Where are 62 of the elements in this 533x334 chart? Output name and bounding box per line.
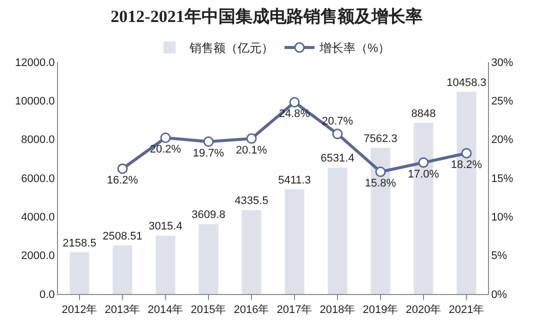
data-label: 18.2% — [450, 159, 482, 172]
point — [160, 132, 171, 144]
data-label: 3015.4 — [148, 220, 182, 233]
y-tick-label: 8000.0 — [21, 134, 55, 146]
data-label: 20.2% — [150, 144, 182, 156]
bar — [328, 167, 348, 294]
y-tick-label: 6000.0 — [21, 172, 55, 185]
y-tick-label: 4000.0 — [21, 212, 55, 224]
data-label: 20.7% — [322, 116, 354, 128]
data-label: 6531.4 — [320, 152, 354, 165]
data-label: 7562.3 — [364, 132, 398, 145]
point — [117, 163, 128, 174]
point — [289, 96, 300, 108]
point — [461, 148, 472, 158]
y2-tick-label: 0% — [491, 288, 508, 301]
x-tick-label: 2015年 — [190, 304, 226, 316]
bar — [284, 189, 304, 294]
data-label: 5411.3 — [278, 174, 311, 186]
bar — [112, 245, 132, 294]
legend-label: 销售额（亿元） — [188, 41, 274, 56]
y-tick-label: 2000.0 — [21, 250, 55, 262]
data-label: 3609.8 — [192, 209, 226, 222]
data-label: 19.7% — [192, 148, 224, 160]
data-label: 4335.5 — [234, 195, 268, 208]
data-label: 15.8% — [364, 178, 396, 190]
x-tick-label: 2017年 — [276, 304, 312, 316]
data-label: 8848 — [411, 108, 436, 120]
x-tick-label: 2013年 — [104, 304, 140, 316]
x-tick-label: 2016年 — [234, 304, 270, 316]
y2-tick-label: 5% — [491, 250, 508, 262]
y-tick-label: 0.0 — [40, 288, 55, 301]
x-tick-label: 2019年 — [362, 304, 398, 316]
bar — [242, 210, 262, 294]
data-label: 2158.5 — [62, 237, 96, 250]
point — [203, 136, 214, 147]
data-label: 17.0% — [408, 168, 440, 180]
y2-tick-label: 30% — [491, 56, 514, 69]
data-label: 20.1% — [236, 144, 268, 156]
x-tick-label: 2012年 — [62, 304, 98, 316]
y2-tick-label: 10% — [491, 212, 514, 224]
chart-title: 2012-2021年中国集成电路销售额及增长率 — [110, 6, 422, 26]
y2-tick-label: 20% — [491, 134, 514, 146]
legend-label: 增长率（%） — [318, 41, 390, 56]
x-tick-label: 2020年 — [406, 304, 442, 316]
data-label: 2508.51 — [102, 230, 142, 242]
bar — [198, 224, 218, 294]
bar — [156, 235, 176, 294]
y2-tick-label: 15% — [491, 172, 514, 185]
x-tick-label: 2014年 — [148, 304, 184, 316]
point — [246, 133, 257, 144]
point — [332, 128, 343, 140]
data-label: 16.2% — [106, 174, 138, 187]
x-tick-label: 2021年 — [448, 304, 484, 316]
data-label: 10458.3 — [446, 76, 486, 89]
data-label: 24.8% — [278, 108, 310, 120]
y-tick-label: 10000.0 — [15, 96, 55, 108]
y-tick-label: 12000.0 — [15, 56, 55, 69]
bar — [70, 252, 90, 294]
x-tick-label: 2018年 — [320, 304, 356, 316]
point — [375, 166, 386, 178]
point — [418, 157, 429, 168]
y2-tick-label: 25% — [491, 96, 514, 108]
